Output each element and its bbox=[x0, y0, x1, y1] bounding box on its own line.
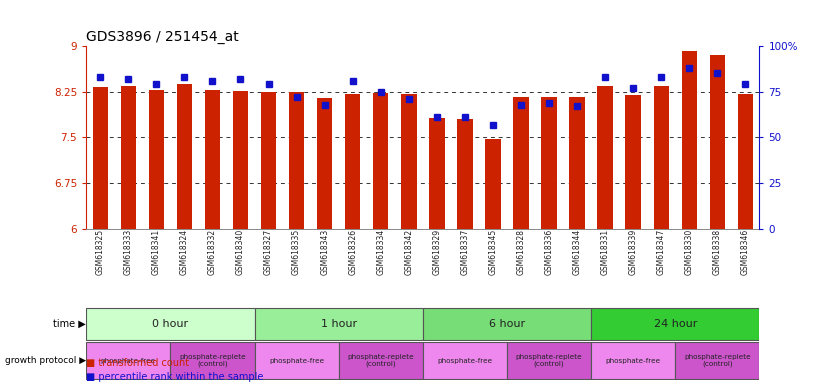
Text: ■ percentile rank within the sample: ■ percentile rank within the sample bbox=[86, 372, 264, 382]
Text: GSM618331: GSM618331 bbox=[601, 229, 610, 275]
Text: phosphate-replete
(control): phosphate-replete (control) bbox=[347, 354, 414, 367]
Text: GSM618346: GSM618346 bbox=[741, 229, 750, 275]
Bar bbox=[626, 95, 641, 229]
Text: GSM618334: GSM618334 bbox=[376, 229, 385, 275]
Text: GSM618325: GSM618325 bbox=[96, 229, 105, 275]
Text: 1 hour: 1 hour bbox=[320, 319, 357, 329]
Text: GSM618336: GSM618336 bbox=[544, 229, 553, 275]
Bar bbox=[654, 86, 669, 229]
Text: GSM618343: GSM618343 bbox=[320, 229, 329, 275]
Text: phosphate-replete
(control): phosphate-replete (control) bbox=[516, 354, 582, 367]
Bar bbox=[457, 119, 473, 229]
Text: GSM618330: GSM618330 bbox=[685, 229, 694, 275]
Bar bbox=[93, 88, 108, 229]
Text: GSM618339: GSM618339 bbox=[629, 229, 638, 275]
Text: GSM618329: GSM618329 bbox=[433, 229, 442, 275]
Bar bbox=[541, 97, 557, 229]
Bar bbox=[233, 91, 248, 229]
Bar bbox=[485, 139, 501, 229]
Text: GSM618342: GSM618342 bbox=[404, 229, 413, 275]
Text: 6 hour: 6 hour bbox=[488, 319, 525, 329]
FancyBboxPatch shape bbox=[423, 308, 591, 340]
Bar bbox=[513, 97, 529, 229]
Text: GSM618332: GSM618332 bbox=[208, 229, 217, 275]
Text: 0 hour: 0 hour bbox=[152, 319, 189, 329]
Text: phosphate-replete
(control): phosphate-replete (control) bbox=[684, 354, 750, 367]
Bar bbox=[570, 97, 585, 229]
Bar bbox=[261, 92, 276, 229]
FancyBboxPatch shape bbox=[423, 342, 507, 379]
Bar bbox=[204, 90, 220, 229]
Text: GSM618338: GSM618338 bbox=[713, 229, 722, 275]
Text: GSM618347: GSM618347 bbox=[657, 229, 666, 275]
Text: GSM618341: GSM618341 bbox=[152, 229, 161, 275]
Bar bbox=[121, 86, 136, 229]
Text: GSM618328: GSM618328 bbox=[516, 229, 525, 275]
FancyBboxPatch shape bbox=[591, 342, 675, 379]
Bar bbox=[738, 94, 753, 229]
Text: time ▶: time ▶ bbox=[53, 319, 86, 329]
Text: GSM618345: GSM618345 bbox=[488, 229, 498, 275]
Text: phosphate-free: phosphate-free bbox=[101, 358, 156, 364]
FancyBboxPatch shape bbox=[591, 308, 759, 340]
Text: GSM618337: GSM618337 bbox=[461, 229, 470, 275]
Bar bbox=[289, 93, 305, 229]
Text: phosphate-free: phosphate-free bbox=[438, 358, 493, 364]
Text: GSM618333: GSM618333 bbox=[124, 229, 133, 275]
Text: GSM618327: GSM618327 bbox=[264, 229, 273, 275]
Text: growth protocol ▶: growth protocol ▶ bbox=[5, 356, 86, 365]
Bar bbox=[681, 51, 697, 229]
FancyBboxPatch shape bbox=[338, 342, 423, 379]
Text: ■ transformed count: ■ transformed count bbox=[86, 358, 190, 368]
Text: phosphate-replete
(control): phosphate-replete (control) bbox=[179, 354, 245, 367]
Bar bbox=[429, 118, 444, 229]
FancyBboxPatch shape bbox=[255, 308, 423, 340]
FancyBboxPatch shape bbox=[171, 342, 255, 379]
FancyBboxPatch shape bbox=[86, 308, 255, 340]
Text: GSM618335: GSM618335 bbox=[292, 229, 301, 275]
Text: GDS3896 / 251454_at: GDS3896 / 251454_at bbox=[86, 30, 239, 44]
Text: GSM618344: GSM618344 bbox=[572, 229, 581, 275]
Bar bbox=[373, 93, 388, 229]
Text: GSM618326: GSM618326 bbox=[348, 229, 357, 275]
Bar bbox=[401, 94, 416, 229]
Text: GSM618324: GSM618324 bbox=[180, 229, 189, 275]
Bar bbox=[177, 84, 192, 229]
FancyBboxPatch shape bbox=[507, 342, 591, 379]
FancyBboxPatch shape bbox=[86, 342, 171, 379]
FancyBboxPatch shape bbox=[255, 342, 338, 379]
Text: phosphate-free: phosphate-free bbox=[606, 358, 661, 364]
Bar bbox=[345, 94, 360, 229]
Bar bbox=[709, 55, 725, 229]
Text: GSM618340: GSM618340 bbox=[236, 229, 245, 275]
Text: 24 hour: 24 hour bbox=[654, 319, 697, 329]
Bar bbox=[598, 86, 612, 229]
FancyBboxPatch shape bbox=[675, 342, 759, 379]
Bar bbox=[317, 98, 333, 229]
Text: phosphate-free: phosphate-free bbox=[269, 358, 324, 364]
Bar bbox=[149, 90, 164, 229]
